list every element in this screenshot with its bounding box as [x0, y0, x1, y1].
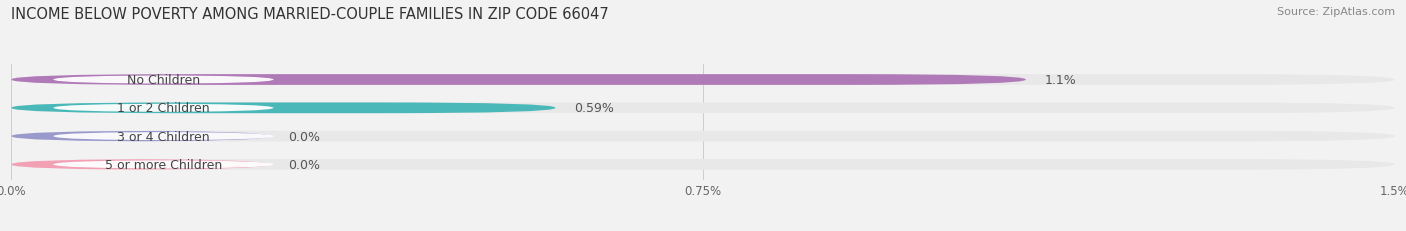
Text: 1 or 2 Children: 1 or 2 Children: [117, 102, 209, 115]
Text: 0.0%: 0.0%: [288, 158, 321, 171]
FancyBboxPatch shape: [11, 75, 1026, 85]
FancyBboxPatch shape: [53, 104, 274, 112]
Text: 3 or 4 Children: 3 or 4 Children: [117, 130, 209, 143]
FancyBboxPatch shape: [11, 103, 555, 114]
FancyBboxPatch shape: [11, 75, 1395, 85]
Text: 1.1%: 1.1%: [1045, 74, 1076, 87]
Text: No Children: No Children: [127, 74, 200, 87]
FancyBboxPatch shape: [11, 131, 270, 142]
FancyBboxPatch shape: [11, 159, 1395, 170]
FancyBboxPatch shape: [11, 103, 1395, 114]
FancyBboxPatch shape: [11, 131, 1395, 142]
Text: INCOME BELOW POVERTY AMONG MARRIED-COUPLE FAMILIES IN ZIP CODE 66047: INCOME BELOW POVERTY AMONG MARRIED-COUPL…: [11, 7, 609, 22]
FancyBboxPatch shape: [53, 132, 274, 141]
Text: 0.59%: 0.59%: [574, 102, 614, 115]
Text: 5 or more Children: 5 or more Children: [105, 158, 222, 171]
FancyBboxPatch shape: [53, 161, 274, 169]
Text: Source: ZipAtlas.com: Source: ZipAtlas.com: [1277, 7, 1395, 17]
FancyBboxPatch shape: [11, 159, 270, 170]
Text: 0.0%: 0.0%: [288, 130, 321, 143]
FancyBboxPatch shape: [53, 76, 274, 84]
